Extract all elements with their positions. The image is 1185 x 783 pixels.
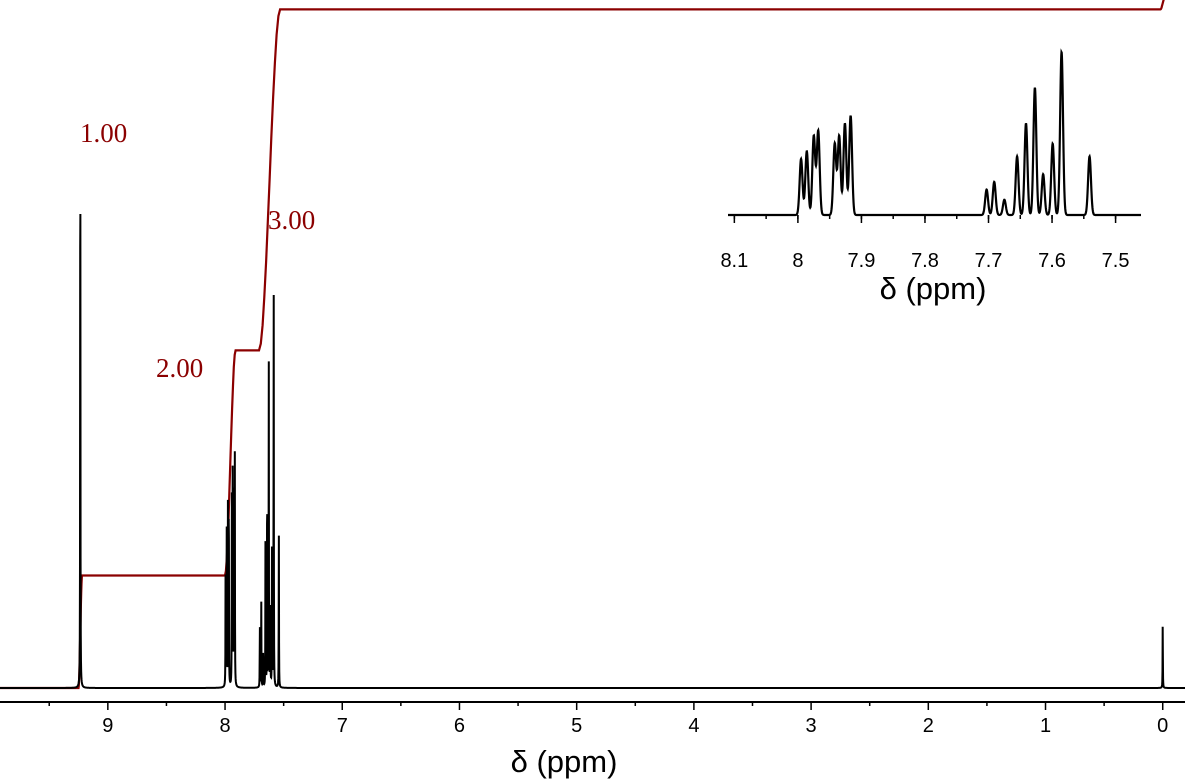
integral-label-2: 2.00 (156, 353, 203, 383)
x-tick-label: 5 (571, 715, 582, 737)
x-axis-label: δ (ppm) (511, 744, 618, 779)
x-tick-label: 6 (454, 715, 465, 737)
integral-curve (0, 0, 1165, 690)
x-tick-label: 4 (688, 715, 699, 737)
x-tick-label: 8 (219, 715, 230, 737)
inset-spectrum-trace (728, 48, 1141, 217)
inset-tick-label: 7.7 (975, 250, 1003, 272)
inset-tick-label: 7.6 (1038, 250, 1066, 272)
x-tick-label: 1 (1040, 715, 1051, 737)
inset-x-axis-label: δ (ppm) (880, 271, 987, 306)
inset-tick-label: 8 (792, 250, 803, 272)
inset-tick-label: 7.5 (1102, 250, 1130, 272)
x-tick-label: 0 (1157, 715, 1168, 737)
inset-zoom-spectrum: 8.1 8 7.9 7.8 7.7 7.6 7.5 δ (ppm) (720, 48, 1141, 306)
inset-tick-label: 7.9 (848, 250, 876, 272)
spectrum-trace (0, 214, 1185, 689)
x-tick-label: 7 (337, 715, 348, 737)
x-tick-label: 9 (102, 715, 113, 737)
integral-label-1: 1.00 (80, 118, 127, 148)
inset-tick-label: 8.1 (720, 250, 748, 272)
x-tick-label: 3 (806, 715, 817, 737)
inset-tick-label: 7.8 (911, 250, 939, 272)
integral-label-3: 3.00 (268, 205, 315, 235)
x-tick-label: 2 (923, 715, 934, 737)
